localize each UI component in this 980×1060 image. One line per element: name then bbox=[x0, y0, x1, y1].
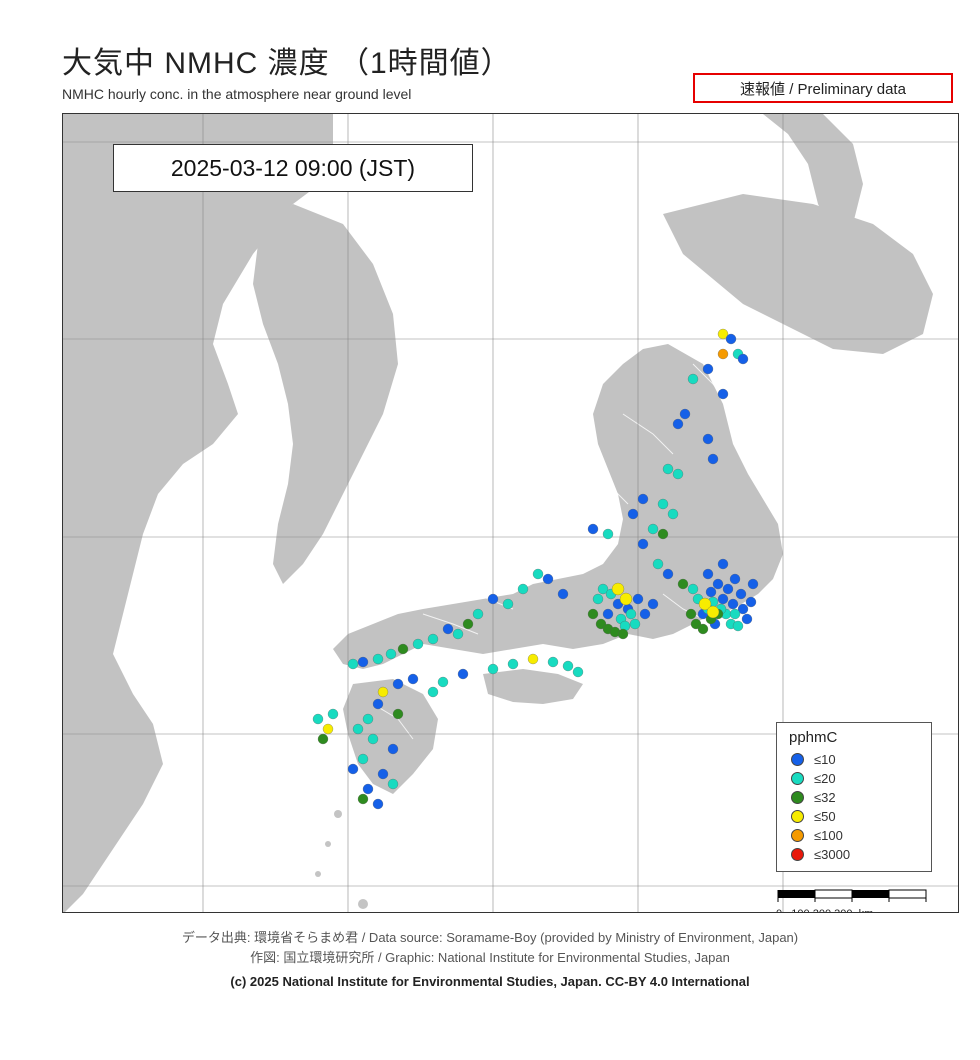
legend-label-32: ≤32 bbox=[814, 790, 836, 805]
legend-row-1: ≤20 bbox=[787, 769, 921, 788]
legend-row-3: ≤50 bbox=[787, 807, 921, 826]
legend-label-20: ≤20 bbox=[814, 771, 836, 786]
legend-dot-10 bbox=[791, 753, 804, 766]
legend-row-4: ≤100 bbox=[787, 826, 921, 845]
title-block: 大気中 NMHC 濃度 （1時間値） NMHC hourly conc. in … bbox=[62, 38, 512, 102]
legend-label-10: ≤10 bbox=[814, 752, 836, 767]
legend-label-100: ≤100 bbox=[814, 828, 843, 843]
legend-dot-3000 bbox=[791, 848, 804, 861]
legend-title: pphmC bbox=[789, 729, 921, 746]
legend-dot-20 bbox=[791, 772, 804, 785]
footer-block: データ出典: 環境省そらまめ君 / Data source: Soramame-… bbox=[0, 928, 980, 992]
timestamp-box: 2025-03-12 09:00 (JST) bbox=[113, 144, 473, 192]
scale-bar: 0 100 200 300 km bbox=[776, 886, 932, 913]
map-frame[interactable]: 125°E 130°E 135°E 140°E 145°E 45°N 40°N … bbox=[62, 113, 959, 913]
title-en: NMHC hourly conc. in the atmosphere near… bbox=[62, 86, 512, 102]
legend-row-2: ≤32 bbox=[787, 788, 921, 807]
title-jp: 大気中 NMHC 濃度 （1時間値） bbox=[62, 38, 512, 82]
preliminary-data-badge: 速報値 / Preliminary data bbox=[693, 73, 953, 103]
legend-dot-50 bbox=[791, 810, 804, 823]
footer-copyright: (c) 2025 National Institute for Environm… bbox=[0, 972, 980, 992]
legend-row-5: ≤3000 bbox=[787, 845, 921, 864]
legend-dot-32 bbox=[791, 791, 804, 804]
legend-label-3000: ≤3000 bbox=[814, 847, 850, 862]
legend-dot-100 bbox=[791, 829, 804, 842]
legend-box[interactable]: pphmC ≤10 ≤20 ≤32 ≤50 ≤100 ≤3000 bbox=[776, 722, 932, 872]
footer-line2: 作図: 国立環境研究所 / Graphic: National Institut… bbox=[0, 948, 980, 968]
legend-row-0: ≤10 bbox=[787, 750, 921, 769]
footer-line1: データ出典: 環境省そらまめ君 / Data source: Soramame-… bbox=[0, 928, 980, 948]
legend-label-50: ≤50 bbox=[814, 809, 836, 824]
